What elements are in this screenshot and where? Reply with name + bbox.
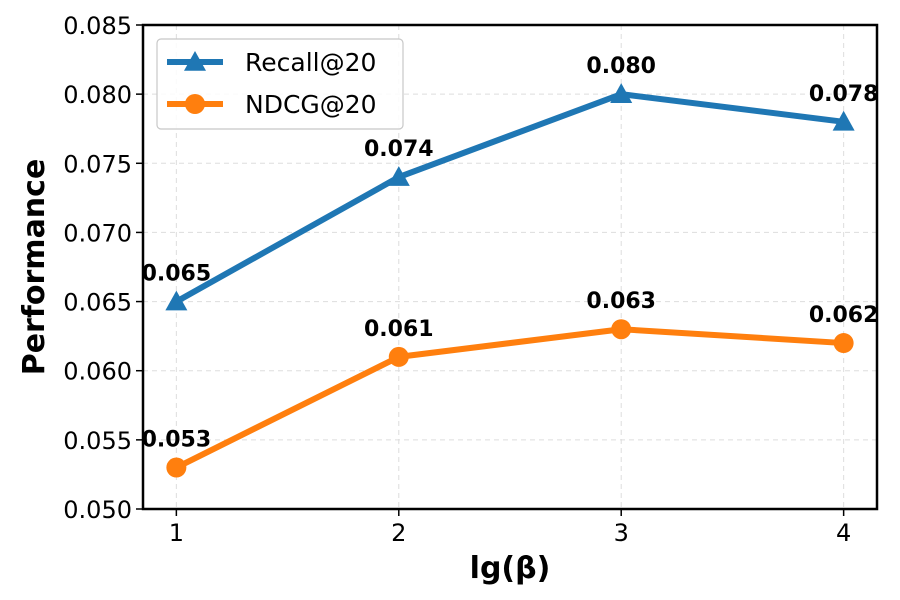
recall-20-data-label: 0.078 [809, 82, 879, 107]
y-tick-label: 0.060 [63, 358, 132, 386]
recall-20-point [387, 166, 410, 186]
recall-20-point [832, 110, 855, 131]
ndcg-20-point [166, 457, 187, 478]
ndcg-20-data-label: 0.053 [142, 428, 212, 453]
ndcg-20-point [833, 333, 854, 354]
ndcg-20-data-label: 0.061 [364, 317, 434, 342]
recall-20-data-label: 0.080 [586, 54, 656, 79]
ticks: 0.050 0.055 0.060 0.065 0.070 0.075 0.080 0.085… [63, 12, 851, 547]
plot-frame [141, 23, 879, 511]
x-tick-label: 2 [391, 519, 406, 547]
y-tick-label: 0.055 [63, 427, 132, 455]
y-tick-label: 0.065 [63, 289, 132, 317]
x-axis-title: lg(β) [470, 551, 551, 586]
ndcg-20-point [611, 319, 632, 340]
y-axis-title: Performance [17, 159, 52, 376]
recall-20-point [165, 290, 188, 311]
ndcg-20-data-label: 0.062 [809, 303, 879, 328]
recall-20-data-label: 0.074 [364, 137, 434, 162]
x-tick-label: 3 [614, 519, 629, 547]
ndcg-20-legend-marker [185, 94, 205, 114]
x-tick-label: 1 [169, 519, 184, 547]
y-tick-label: 0.080 [63, 81, 132, 109]
recall-20-legend-label: Recall@20 [245, 48, 376, 77]
y-tick-label: 0.070 [63, 219, 132, 247]
ndcg-20-line [173, 326, 847, 471]
y-tick-label: 0.085 [63, 12, 132, 40]
recall-20-point [610, 83, 633, 103]
ndcg-20-point [388, 346, 409, 367]
recall-20-legend-marker [184, 51, 206, 71]
recall-20-data-label: 0.065 [142, 262, 212, 287]
legend: Recall@20 NDCG@20 [156, 38, 404, 130]
series-layer [165, 83, 855, 478]
ndcg-20-data-label: 0.063 [586, 289, 656, 314]
x-tick-label: 4 [836, 519, 851, 547]
data-labels: 0.065 0.074 0.080 0.078 0.053 0.061 0.063 0.062 [142, 54, 879, 452]
recall-20-line [173, 91, 847, 305]
y-tick-label: 0.050 [63, 496, 132, 524]
y-tick-label: 0.075 [63, 150, 132, 178]
ndcg-20-legend-label: NDCG@20 [245, 90, 377, 119]
